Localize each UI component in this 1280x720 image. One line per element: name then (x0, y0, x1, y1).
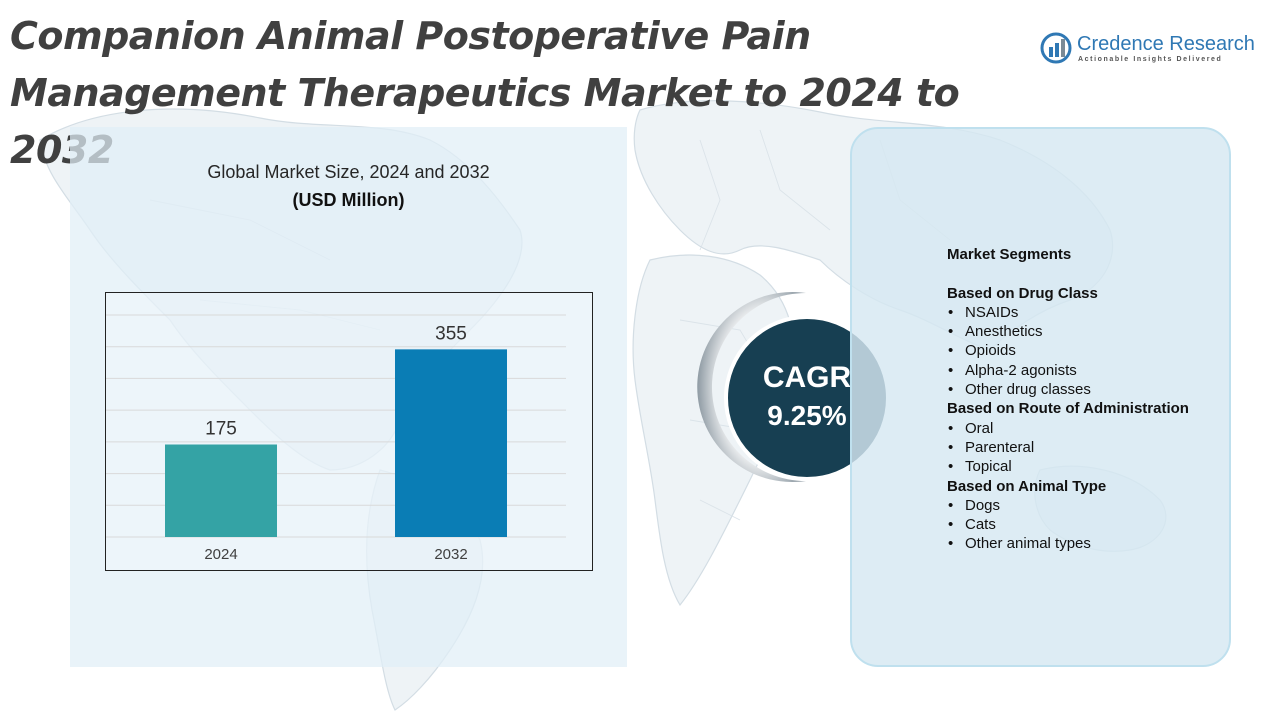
data-label: 175 (205, 419, 237, 440)
segment-item: Topical (947, 457, 1247, 477)
segments-title: Market Segments (947, 246, 1072, 263)
segment-item: NSAIDs (947, 303, 1247, 323)
segment-item: Oral (947, 419, 1247, 439)
market-segments-list: Market Segments Based on Drug Class NSAI… (947, 245, 1247, 554)
credence-bars-icon (1040, 32, 1072, 64)
x-tick-label: 2024 (204, 546, 237, 563)
bar-2032 (395, 349, 507, 537)
segment-heading: Based on Animal Type (947, 477, 1107, 495)
chart-subtitle: Global Market Size, 2024 and 2032 (207, 162, 490, 182)
logo-name: Credence Research (1077, 33, 1255, 55)
segment-item: Alpha-2 agonists (947, 361, 1247, 381)
segment-item: Parenteral (947, 438, 1247, 458)
segment-heading: Based on Route of Administration (947, 400, 1189, 418)
market-size-panel: Global Market Size, 2024 and 2032 (USD M… (70, 127, 627, 667)
cagr-ring (697, 292, 806, 482)
segment-item: Other drug classes (947, 380, 1247, 400)
chart-unit: (USD Million) (292, 190, 405, 210)
bar-chart-canvas: 175 2024 355 2032 (106, 314, 566, 563)
cagr-value: 9.25% (767, 400, 847, 431)
segment-item: Opioids (947, 341, 1247, 361)
credence-research-logo: Credence Research Actionable Insights De… (1040, 30, 1255, 70)
segment-item: Dogs (947, 496, 1247, 516)
segment-item: Anesthetics (947, 322, 1247, 342)
data-label: 355 (435, 323, 467, 344)
cagr-label: CAGR (762, 361, 852, 394)
segment-heading: Based on Drug Class (947, 284, 1098, 302)
bar-chart: 175 2024 355 2032 (105, 292, 593, 571)
x-tick-label: 2032 (434, 546, 467, 563)
segment-item: Other animal types (947, 534, 1247, 554)
bar-2024 (165, 444, 277, 537)
logo-tagline: Actionable Insights Delivered (1078, 56, 1223, 63)
segment-item: Cats (947, 515, 1247, 535)
